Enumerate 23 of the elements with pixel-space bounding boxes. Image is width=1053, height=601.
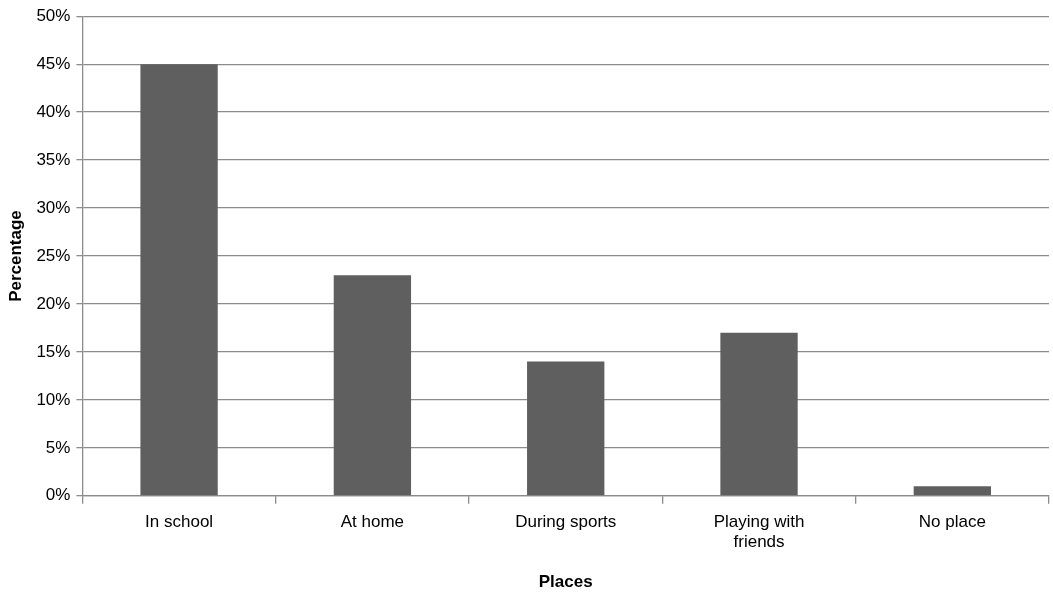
y-tick-label: 15%: [36, 341, 71, 361]
x-tick-label: At home: [340, 511, 405, 531]
y-axis-title: Percentage: [5, 210, 25, 302]
x-tick-label: In school: [145, 511, 214, 531]
y-tick-label: 25%: [36, 245, 71, 265]
y-tick-label: 10%: [36, 389, 71, 409]
y-tick-label: 0%: [45, 485, 71, 505]
y-tick-label: 20%: [36, 293, 71, 313]
x-tick-label: No place: [918, 511, 986, 531]
x-tick-label: During sports: [515, 511, 617, 531]
bar: [140, 64, 218, 496]
bar: [913, 486, 992, 496]
y-tick-label: 5%: [45, 437, 71, 457]
x-tick-label: Playing with friends: [713, 511, 805, 552]
bar: [527, 361, 605, 496]
y-tick-label: 40%: [36, 101, 71, 121]
y-tick-label: 50%: [36, 5, 71, 25]
y-tick-label: 45%: [36, 53, 71, 73]
y-tick-label: 30%: [36, 197, 71, 217]
x-axis-title: Places: [538, 572, 593, 592]
bar: [333, 275, 412, 496]
y-tick-label: 35%: [36, 149, 71, 169]
bar: [720, 332, 798, 496]
